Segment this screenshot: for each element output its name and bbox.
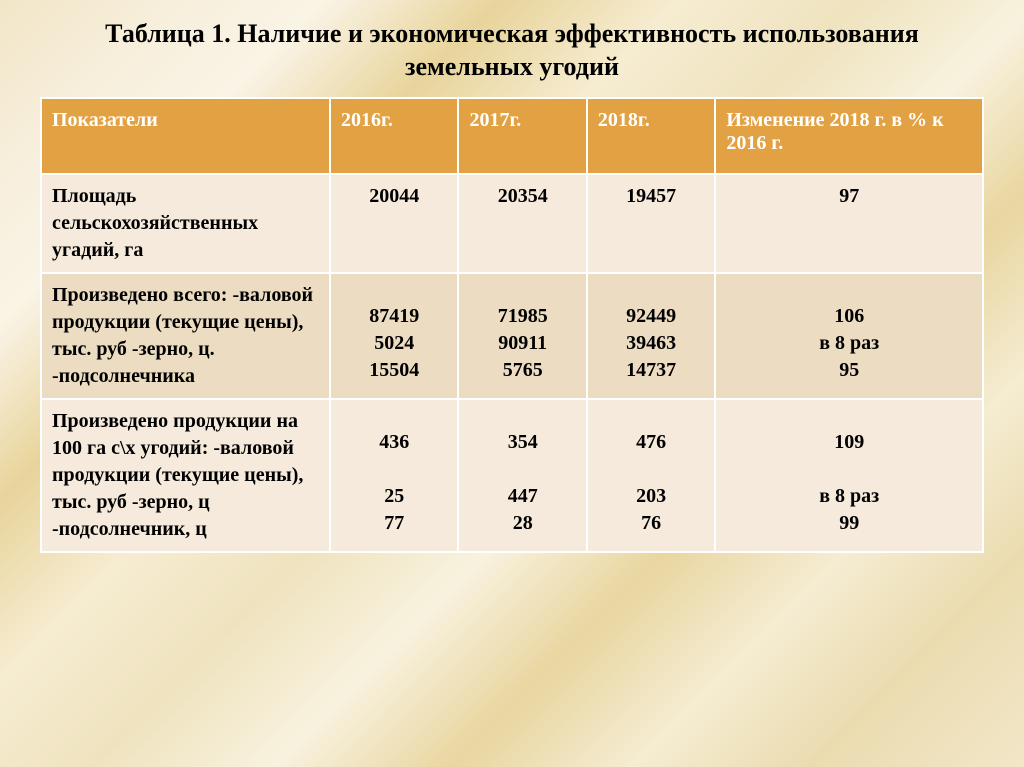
slide-title: Таблица 1. Наличие и экономическая эффек… [40,0,984,97]
cell-2016: 20044 [330,174,458,273]
cell-indicator: Площадь сельскохозяйственных угадий, га [41,174,330,273]
cell-2017: 354 447 28 [458,399,586,552]
slide: Таблица 1. Наличие и экономическая эффек… [0,0,1024,767]
table-row: Произведено всего: -валовой продукции (т… [41,273,983,399]
col-header-2017: 2017г. [458,98,586,174]
cell-indicator: Произведено продукции на 100 га с\х угод… [41,399,330,552]
col-header-indicator: Показатели [41,98,330,174]
cell-2017: 20354 [458,174,586,273]
data-table: Показатели 2016г. 2017г. 2018г. Изменени… [40,97,984,553]
table-header-row: Показатели 2016г. 2017г. 2018г. Изменени… [41,98,983,174]
cell-indicator: Произведено всего: -валовой продукции (т… [41,273,330,399]
cell-change: 106 в 8 раз 95 [715,273,983,399]
cell-2016: 436 25 77 [330,399,458,552]
col-header-2016: 2016г. [330,98,458,174]
cell-2018: 476 203 76 [587,399,715,552]
cell-2018: 92449 39463 14737 [587,273,715,399]
table-row: Произведено продукции на 100 га с\х угод… [41,399,983,552]
cell-change: 97 [715,174,983,273]
col-header-2018: 2018г. [587,98,715,174]
table-row: Площадь сельскохозяйственных угадий, га … [41,174,983,273]
col-header-change: Изменение 2018 г. в % к 2016 г. [715,98,983,174]
cell-2017: 71985 90911 5765 [458,273,586,399]
cell-2018: 19457 [587,174,715,273]
cell-2016: 87419 5024 15504 [330,273,458,399]
cell-change: 109 в 8 раз 99 [715,399,983,552]
